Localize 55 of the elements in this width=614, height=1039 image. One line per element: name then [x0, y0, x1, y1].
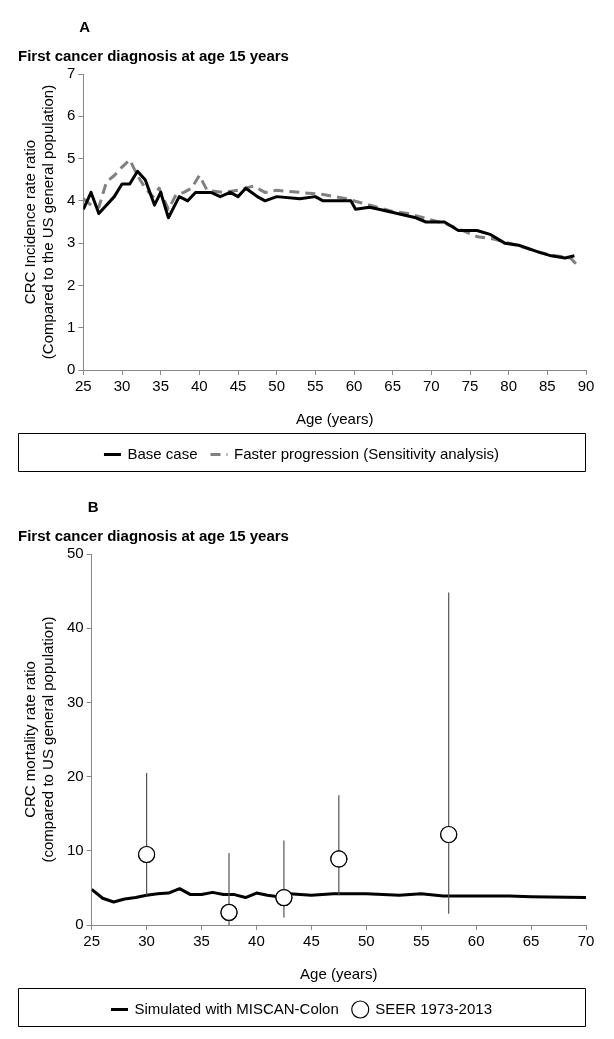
y-axis-title: CRC mortality rate ratio (compared to US general population) [21, 616, 57, 863]
x-tick-label: 60 [345, 377, 363, 395]
x-tick-label: 85 [538, 377, 556, 395]
point [330, 850, 348, 868]
y-tick-label: 3 [67, 233, 76, 251]
legend-label: Faster progression (Sensitivity analysis) [233, 444, 500, 462]
x-tick-label: 45 [229, 377, 247, 395]
x-tick-label: 90 [577, 377, 595, 395]
y-tick-label: 50 [67, 544, 84, 562]
x-axis-title: Age (years) [295, 410, 374, 428]
x-axis-title: Age (years) [300, 965, 378, 983]
x-tick-label: 40 [248, 932, 265, 950]
x-tick-label: 50 [357, 932, 375, 950]
x-tick-label: 50 [268, 377, 286, 395]
x-tick-label: 35 [193, 932, 210, 950]
text: B [87, 497, 99, 515]
x-tick-label: 35 [152, 377, 170, 395]
x-tick-label: 75 [461, 377, 479, 395]
x-tick-label: 80 [500, 377, 518, 395]
point [275, 888, 293, 907]
y-axis-title: CRC Incidence rate ratio (Compared to the US general population) [21, 84, 57, 360]
point [440, 825, 458, 844]
point [138, 845, 156, 864]
x-tick-label: 60 [467, 932, 485, 950]
x-tick-label: 65 [522, 932, 540, 950]
y-tick-label: 2 [67, 275, 76, 293]
chart-title: First cancer diagnosis at age 15 years [18, 47, 289, 65]
x-tick-label: 55 [412, 932, 430, 950]
x-tick-label: 70 [422, 377, 440, 395]
point [220, 903, 238, 921]
y-tick-label: 0 [67, 360, 76, 378]
y-tick-label: 4 [67, 191, 76, 208]
y-tick-label: 7 [67, 64, 76, 82]
legend-label: Simulated with MISCAN-Colon [134, 999, 339, 1017]
y-tick-label: 0 [75, 915, 84, 933]
y-tick-label: 30 [67, 692, 84, 710]
y-tick-label: 20 [67, 766, 84, 784]
y-tick-label: 6 [67, 106, 76, 124]
x-tick-label: 30 [113, 377, 131, 395]
x-tick-label: 70 [577, 932, 595, 950]
legend-label: SEER 1973-2013 [375, 999, 492, 1017]
y-tick-label: 40 [67, 618, 84, 636]
chart-title: First cancer diagnosis at age 15 years [18, 527, 289, 545]
x-tick-label: 25 [75, 377, 92, 395]
legend-label: Base case [127, 444, 198, 462]
x-tick-label: 55 [306, 377, 324, 395]
y-tick-label: 5 [67, 148, 76, 166]
x-tick-label: 45 [303, 932, 320, 950]
y-tick-label: 1 [67, 317, 76, 335]
x-tick-label: 25 [83, 932, 101, 950]
text: A [79, 17, 91, 35]
y-tick-label: 10 [67, 840, 84, 858]
x-tick-label: 40 [191, 377, 208, 395]
x-tick-label: 30 [138, 932, 155, 950]
x-tick-label: 65 [384, 377, 402, 395]
